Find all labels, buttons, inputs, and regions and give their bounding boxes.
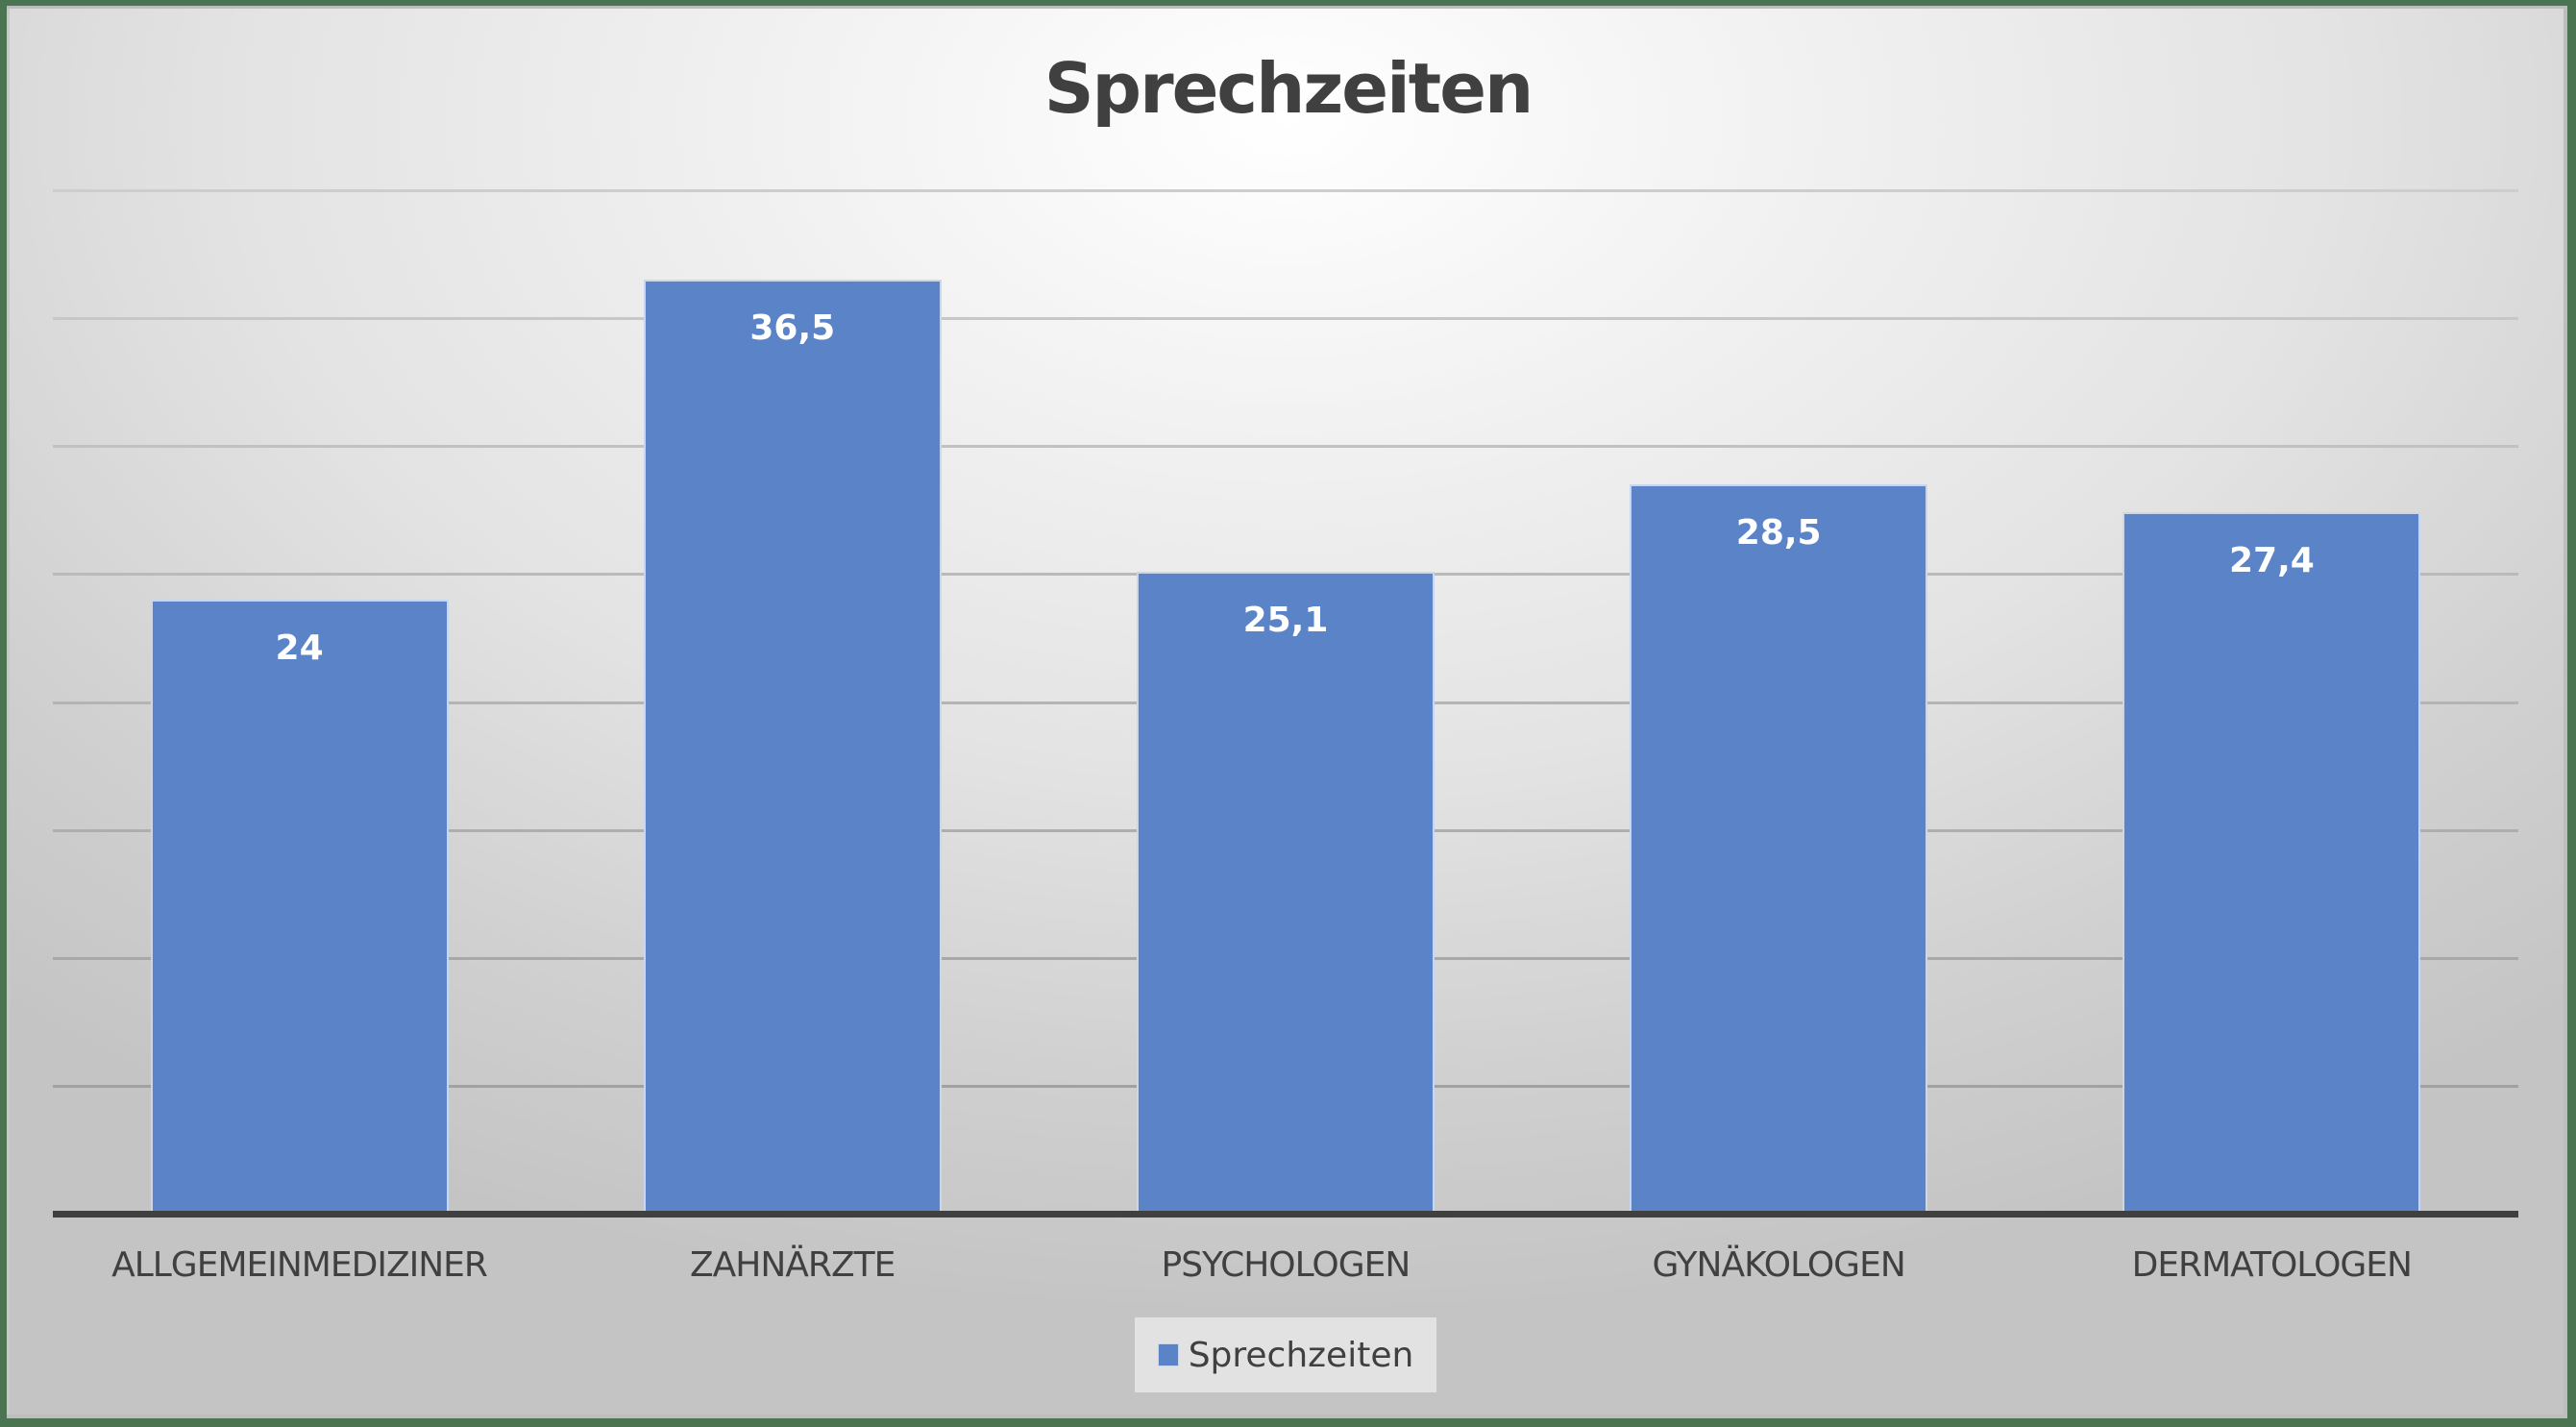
gridline xyxy=(53,189,2518,192)
legend-label: Sprechzeiten xyxy=(1188,1335,1414,1375)
gridline xyxy=(53,445,2518,449)
category-label: DERMATOLOGEN xyxy=(2131,1245,2413,1285)
bar-dermatologen: 27,4 xyxy=(2122,512,2421,1214)
data-label: 36,5 xyxy=(749,308,836,349)
category-label: ZAHNÄRZTE xyxy=(690,1245,895,1285)
gridline xyxy=(53,317,2518,321)
category-label: PSYCHOLOGEN xyxy=(1161,1245,1411,1285)
category-label: GYNÄKOLOGEN xyxy=(1652,1245,1905,1285)
data-label: 28,5 xyxy=(1735,513,1822,554)
legend: Sprechzeiten xyxy=(1135,1317,1436,1392)
bar-psychologen: 25,1 xyxy=(1137,571,1435,1214)
data-label: 25,1 xyxy=(1242,600,1329,640)
category-label: ALLGEMEINMEDIZINER xyxy=(111,1245,488,1285)
x-axis-line xyxy=(53,1211,2518,1218)
bar-allgemeinmediziner: 24 xyxy=(150,600,449,1214)
plot-area: 24 36,5 25,1 28,5 27,4 xyxy=(53,189,2518,1214)
data-label: 24 xyxy=(275,628,324,668)
bar-gynäkologen: 28,5 xyxy=(1630,484,1928,1214)
chart-title: Sprechzeiten xyxy=(1043,48,1534,129)
bar-zahnärzte: 36,5 xyxy=(643,280,942,1214)
data-label: 27,4 xyxy=(2228,541,2315,581)
legend-swatch-icon xyxy=(1157,1343,1179,1366)
